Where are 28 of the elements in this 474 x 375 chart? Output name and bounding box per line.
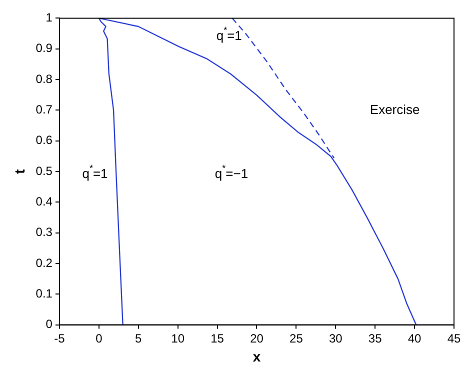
y-tick-label: 0.9 — [36, 41, 53, 56]
y-tick-label: 0.4 — [36, 194, 53, 208]
y-tick-label: 0.1 — [36, 286, 53, 300]
y-tick-label: 1 — [46, 10, 53, 25]
y-tick-label: 0.6 — [36, 133, 53, 148]
annotation: Exercise — [370, 102, 420, 117]
y-axis-title: t — [11, 168, 28, 174]
y-tick-label: 0.8 — [36, 72, 53, 86]
x-tick-label: 30 — [328, 331, 343, 346]
x-tick-label: 25 — [290, 331, 304, 346]
x-tick-label: -5 — [54, 331, 66, 346]
x-tick-label: 45 — [447, 331, 461, 346]
y-tick-label: 0.7 — [36, 102, 53, 116]
y-tick-label: 0 — [46, 317, 53, 332]
x-tick-label: 40 — [408, 331, 422, 346]
y-tick-label: 0.5 — [36, 164, 53, 178]
x-axis-title: x — [252, 348, 261, 364]
annotation: q*=1 — [216, 25, 242, 44]
x-tick-label: 35 — [368, 331, 382, 346]
x-tick-label: 15 — [210, 331, 224, 346]
x-tick-label: 5 — [135, 331, 142, 346]
x-tick-label: 0 — [96, 331, 103, 346]
x-tick-label: 20 — [250, 331, 264, 346]
annotation: q*=−1 — [214, 163, 248, 182]
y-tick-label: 0.2 — [36, 256, 53, 270]
annotation: q*=1 — [82, 163, 108, 182]
x-tick-label: 10 — [171, 331, 185, 346]
y-tick-label: 0.3 — [36, 225, 53, 240]
